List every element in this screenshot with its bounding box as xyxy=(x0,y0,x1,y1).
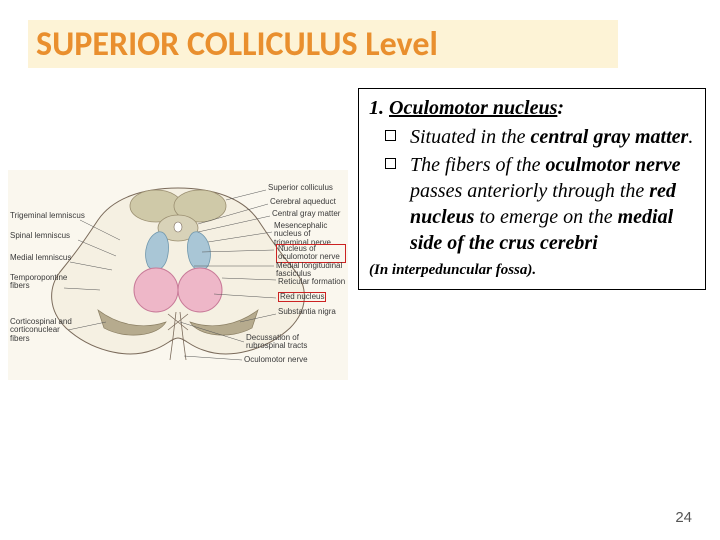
label-superior-colliculus: Superior colliculus xyxy=(268,184,333,192)
bullet-2: The fibers of the oculmotor nerve passes… xyxy=(385,152,695,256)
label-reticular: Reticular formation xyxy=(278,278,345,286)
footnote: (In interpeduncular fossa). xyxy=(369,262,695,279)
content-box: 1. Oculomotor nucleus: Situated in the c… xyxy=(358,88,706,290)
bullet-1-bold: central gray matter xyxy=(531,126,689,148)
bullet-marker-icon xyxy=(385,130,396,141)
bullet-1: Situated in the central gray matter. xyxy=(385,124,695,150)
label-temporopontine: Temporopontine fibers xyxy=(10,274,66,291)
label-trigeminal-lemniscus: Trigeminal lemniscus xyxy=(10,212,85,220)
bullet-2-text: The fibers of the oculmotor nerve passes… xyxy=(410,152,695,256)
bullet-2-bold1: oculmotor nerve xyxy=(546,154,681,176)
label-red-nucleus: Red nucleus xyxy=(278,292,326,302)
heading-suffix: : xyxy=(557,97,564,119)
label-medial-lemniscus: Medial lemniscus xyxy=(10,254,71,262)
page-title: SUPERIOR COLLICULUS Level xyxy=(36,24,438,65)
label-corticospinal: Corticospinal and corticonuclear fibers xyxy=(10,318,72,343)
midbrain-diagram: Trigeminal lemniscus Spinal lemniscus Me… xyxy=(8,170,348,380)
label-cerebral-aqueduct: Cerebral aqueduct xyxy=(270,198,336,206)
heading-term: Oculomotor nucleus xyxy=(389,97,557,119)
label-central-gray: Central gray matter xyxy=(272,210,340,218)
bullet-2-pre: The fibers of the xyxy=(410,154,546,176)
label-oculomotor-nerve: Oculomotor nerve xyxy=(244,356,308,364)
label-oculomotor-nucleus: Nucleus of oculomotor nerve xyxy=(276,244,346,263)
bullet-marker-icon xyxy=(385,158,396,169)
section-heading: 1. Oculomotor nucleus: xyxy=(369,97,695,120)
label-spinal-lemniscus: Spinal lemniscus xyxy=(10,232,70,240)
bullet-2-mid2: to emerge on the xyxy=(474,206,617,228)
bullet-1-pre: Situated in the xyxy=(410,126,531,148)
bullet-1-post: . xyxy=(688,126,693,148)
title-bar: SUPERIOR COLLICULUS Level xyxy=(28,20,618,68)
heading-number: 1. xyxy=(369,97,384,119)
label-substantia-nigra: Substantia nigra xyxy=(278,308,336,316)
label-decussation: Decussation of rubrospinal tracts xyxy=(246,334,318,351)
page-number: 24 xyxy=(675,509,692,526)
bullet-2-mid1: passes anteriorly through the xyxy=(410,180,649,202)
bullet-1-text: Situated in the central gray matter. xyxy=(410,124,693,150)
